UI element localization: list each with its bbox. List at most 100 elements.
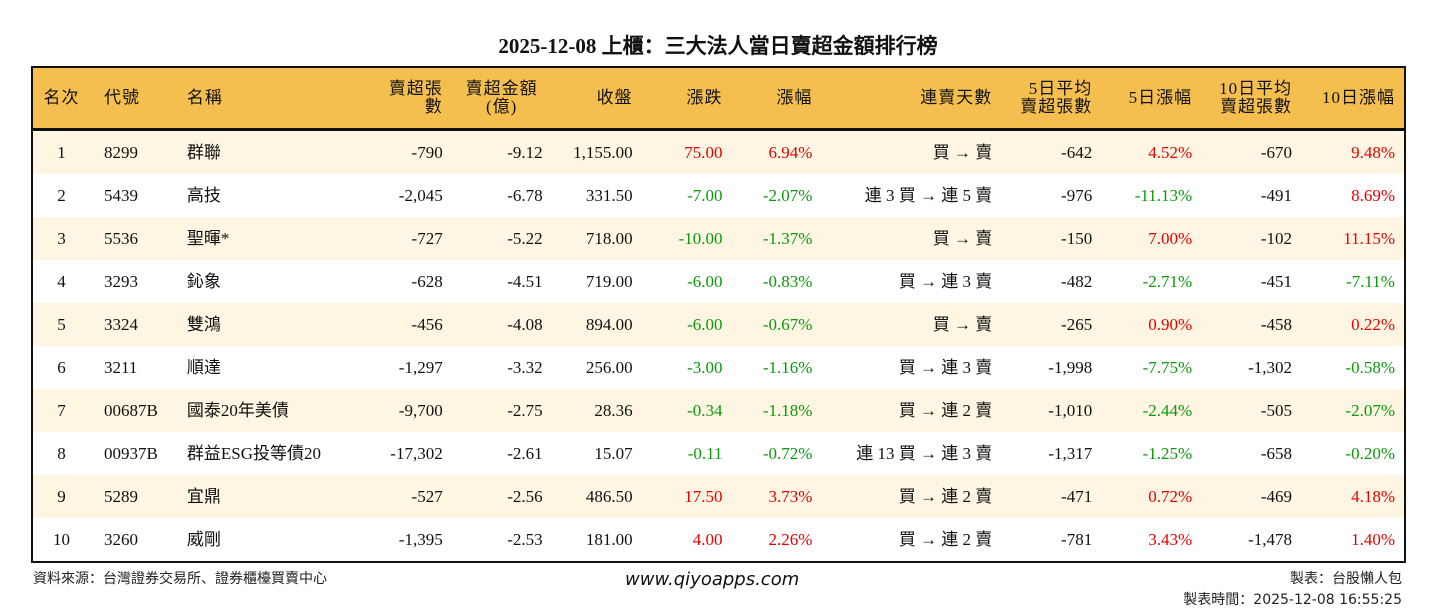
cell-change: -6.00	[687, 271, 723, 291]
website-link[interactable]: www.qiyoapps.com	[625, 569, 800, 590]
cell-pct5: -2.71%	[1142, 271, 1193, 291]
cell-sell-amount: -2.53	[507, 529, 543, 549]
cell-code: 5536	[103, 228, 138, 248]
cell-change: 75.00	[684, 142, 723, 162]
cell-change-pct: -1.37%	[762, 228, 813, 248]
cell-avg5-qty: -150	[1061, 228, 1093, 248]
cell-rank: 8	[57, 443, 66, 463]
cell-sell-qty: -628	[411, 271, 443, 291]
cell-streak: 連 13 買 → 連 3 賣	[856, 443, 993, 463]
cell-pct10: -0.58%	[1345, 357, 1395, 377]
cell-pct10: 1.40%	[1351, 529, 1395, 549]
cell-pct10: -7.11%	[1346, 271, 1395, 291]
header-name: 名稱	[186, 88, 223, 107]
cell-sell-qty: -456	[411, 314, 443, 334]
cell-close: 894.00	[585, 314, 633, 334]
table-row[interactable]: 5 3324 雙鴻 -456 -4.08 894.00 -6.00 -0.67% 買 → 賣 -2…	[33, 303, 1404, 346]
table-row[interactable]: 2 5439 高技 -2,045 -6.78 331.50 -7.00 -2.07% 連 3 買…	[33, 174, 1404, 217]
header-code: 代號	[103, 88, 140, 107]
cell-sell-qty: -1,297	[398, 357, 443, 377]
table-row[interactable]: 8 00937B 群益ESG投等債20 -17,302 -2.61 15.07 -0.11 -…	[33, 432, 1404, 475]
cell-name: 宜鼎	[186, 486, 221, 506]
cell-name: 鈊象	[186, 271, 221, 291]
cell-change: -3.00	[687, 357, 723, 377]
cell-pct5: -7.75%	[1142, 357, 1193, 377]
cell-name: 順達	[186, 357, 221, 377]
cell-code: 00687B	[103, 400, 158, 420]
cell-pct10: 11.15%	[1343, 228, 1395, 248]
cell-pct5: -2.44%	[1142, 400, 1193, 420]
table-body: 1 8299 群聯 -790 -9.12 1,155.00 75.00 6.94% 買 → 賣 -…	[33, 131, 1404, 561]
cell-avg10-qty: -658	[1260, 443, 1293, 463]
table-row[interactable]: 9 5289 宜鼎 -527 -2.56 486.50 17.50 3.73% 買 → 連 2 …	[33, 475, 1404, 518]
cell-rank: 5	[57, 314, 66, 334]
cell-sell-qty: -9,700	[398, 400, 443, 420]
table-row[interactable]: 1 8299 群聯 -790 -9.12 1,155.00 75.00 6.94% 買 → 賣 -…	[33, 131, 1404, 174]
cell-name: 國泰20年美債	[186, 400, 289, 420]
cell-avg5-qty: -1,010	[1048, 400, 1093, 420]
cell-code: 3211	[103, 357, 138, 377]
cell-change-pct: -0.72%	[762, 443, 813, 463]
cell-avg10-qty: -491	[1260, 185, 1293, 205]
cell-change-pct: 2.26%	[768, 529, 813, 549]
cell-avg5-qty: -1,317	[1048, 443, 1093, 463]
cell-close: 256.00	[585, 357, 633, 377]
cell-code: 3324	[103, 314, 138, 334]
table-row[interactable]: 7 00687B 國泰20年美債 -9,700 -2.75 28.36 -0.34 -1.18…	[33, 389, 1404, 432]
cell-change: -7.00	[687, 185, 723, 205]
data-source: 資料來源：台灣證券交易所、證券櫃檯買賣中心	[33, 571, 327, 587]
cell-streak: 買 → 賣	[932, 142, 993, 162]
cell-avg10-qty: -469	[1260, 486, 1293, 506]
table-row[interactable]: 4 3293 鈊象 -628 -4.51 719.00 -6.00 -0.83% 買 → 連 3…	[33, 260, 1404, 303]
author: 製表：台股懶人包	[1290, 571, 1402, 587]
header-avg10-qty: 10日平均 賣超張數	[1219, 79, 1293, 116]
cell-sell-qty: -1,395	[398, 529, 443, 549]
cell-change: -10.00	[678, 228, 723, 248]
cell-change-pct: -1.18%	[762, 400, 813, 420]
header-avg5-qty: 5日平均 賣超張數	[1020, 79, 1093, 116]
header-rank: 名次	[43, 88, 80, 107]
cell-streak: 買 → 賣	[932, 228, 993, 248]
cell-pct10: 4.18%	[1351, 486, 1395, 506]
cell-avg10-qty: -670	[1260, 142, 1293, 162]
cell-pct5: 3.43%	[1148, 529, 1193, 549]
cell-avg10-qty: -1,478	[1248, 529, 1293, 549]
header-sell-amount: 賣超金額 (億)	[465, 79, 538, 116]
table-row[interactable]: 10 3260 威剛 -1,395 -2.53 181.00 4.00 2.26% 買 → 連 …	[33, 518, 1404, 561]
header-pct5: 5日漲幅	[1128, 88, 1193, 107]
cell-pct5: 0.72%	[1148, 486, 1193, 506]
cell-streak: 買 → 連 2 賣	[898, 400, 993, 420]
header-sell-qty: 賣超張數	[388, 79, 443, 116]
cell-pct5: -11.13%	[1134, 185, 1193, 205]
cell-avg10-qty: -102	[1260, 228, 1293, 248]
table-row[interactable]: 3 5536 聖暉* -727 -5.22 718.00 -10.00 -1.37% 買 → 賣…	[33, 217, 1404, 260]
cell-rank: 2	[57, 185, 66, 205]
cell-change-pct: -0.83%	[762, 271, 813, 291]
cell-sell-qty: -17,302	[390, 443, 443, 463]
cell-change: -0.34	[687, 400, 723, 420]
table-header: 名次 代號 名稱 賣超張數 賣超金額 (億) 收盤 漲跌 漲幅 連賣天數 5日平均 賣超張數 5日漲…	[33, 68, 1404, 131]
cell-rank: 7	[57, 400, 66, 420]
cell-streak: 連 3 買 → 連 5 賣	[864, 185, 993, 205]
table-row[interactable]: 6 3211 順達 -1,297 -3.32 256.00 -3.00 -1.16% 買 → 連…	[33, 346, 1404, 389]
cell-rank: 6	[57, 357, 66, 377]
header-close: 收盤	[596, 88, 633, 107]
cell-avg10-qty: -451	[1260, 271, 1293, 291]
cell-streak: 買 → 連 3 賣	[898, 357, 993, 377]
cell-sell-qty: -790	[411, 142, 443, 162]
cell-change: 4.00	[692, 529, 723, 549]
cell-close: 1,155.00	[573, 142, 633, 162]
cell-avg5-qty: -265	[1061, 314, 1093, 334]
cell-sell-qty: -527	[411, 486, 443, 506]
cell-rank: 3	[57, 228, 66, 248]
cell-streak: 買 → 連 3 賣	[898, 271, 993, 291]
cell-sell-amount: -5.22	[507, 228, 543, 248]
cell-streak: 買 → 連 2 賣	[898, 529, 993, 549]
cell-pct5: 4.52%	[1148, 142, 1193, 162]
cell-sell-amount: -2.56	[507, 486, 543, 506]
cell-sell-qty: -727	[411, 228, 443, 248]
cell-name: 威剛	[186, 529, 221, 549]
header-pct10: 10日漲幅	[1321, 88, 1395, 107]
cell-sell-amount: -9.12	[507, 142, 543, 162]
cell-sell-amount: -2.61	[507, 443, 543, 463]
